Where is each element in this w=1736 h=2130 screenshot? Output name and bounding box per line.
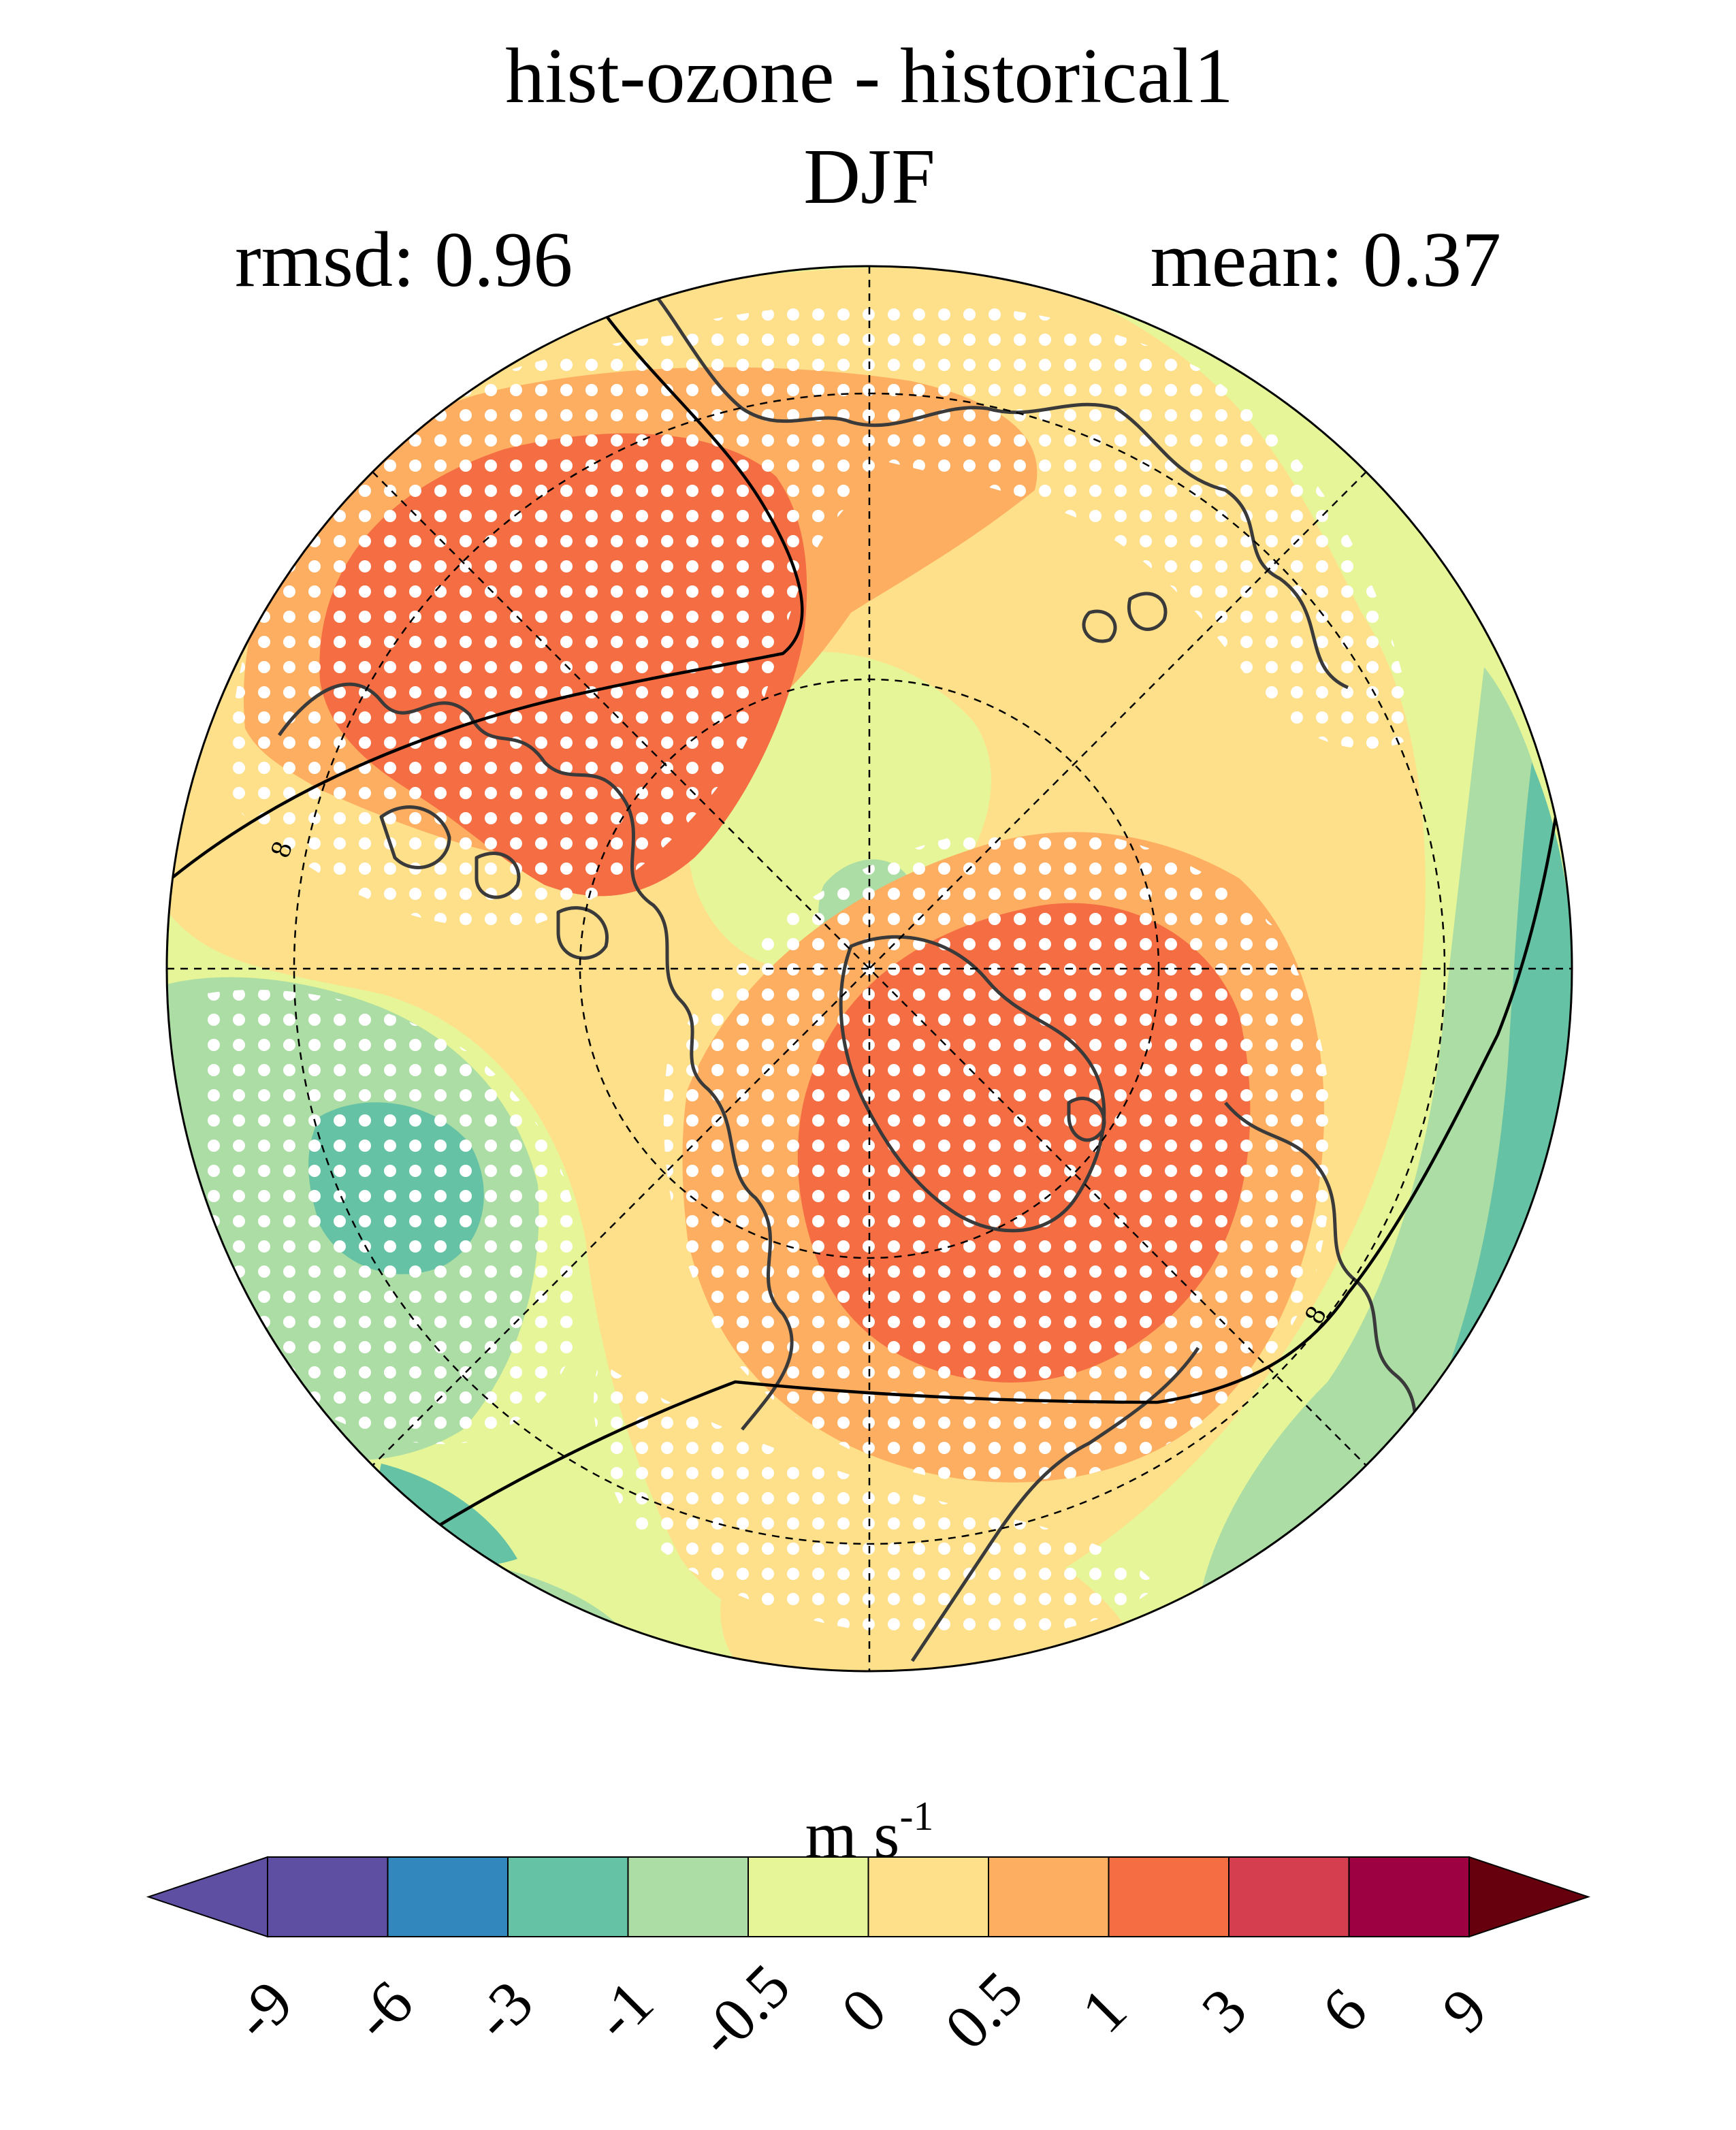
- colorbar-cell: [988, 1856, 1110, 1937]
- colorbar-tick-label: -1: [580, 1967, 666, 2053]
- colorbar-cell: [867, 1856, 989, 1937]
- colorbar-cell: [627, 1856, 749, 1937]
- colorbar-tick-label: -9: [220, 1967, 306, 2053]
- colorbar: m s-1 -9 -6 -3 -1 -0.5 0 0.5 1 3 6 9: [146, 1794, 1591, 2070]
- plot-title: hist-ozone - historical1: [505, 33, 1234, 120]
- season-label: DJF: [803, 133, 935, 221]
- coast-eurasia-north: [652, 291, 1349, 690]
- colorbar-cell: [1108, 1856, 1229, 1937]
- stipple-south: [594, 1361, 1157, 1639]
- colorbar-cells: [146, 1856, 1591, 1938]
- map-border: [165, 265, 1573, 1673]
- colorbar-unit-exponent: -1: [899, 1794, 933, 1839]
- rmsd-label: rmsd: 0.96: [235, 216, 573, 304]
- coast-greenland: [839, 935, 1106, 1233]
- colorbar-tick-labels: -9 -6 -3 -1 -0.5 0 0.5 1 3 6 9: [220, 1950, 1500, 2069]
- stipple-northeast: [707, 302, 1416, 749]
- coast-islands-east: [1082, 592, 1168, 643]
- coast-svalbard: [1067, 1097, 1106, 1142]
- colorbar-cell: [1228, 1856, 1350, 1937]
- meridian-diagonal-a: [372, 471, 1367, 1466]
- region-teal-east: [1375, 762, 1572, 1566]
- stipple-southeast: [663, 827, 1332, 1485]
- colorbar-cell: [387, 1856, 509, 1937]
- coast-archipelago: [379, 805, 609, 960]
- stipple-northwest: [230, 332, 900, 929]
- colorbar-tick-label: -0.5: [684, 1950, 803, 2069]
- graticule: [167, 266, 1572, 1671]
- colorbar-tick-label: -6: [340, 1967, 425, 2053]
- stipple-west: [195, 989, 585, 1445]
- colorbar-cell: [748, 1856, 869, 1937]
- contour-fills: [167, 266, 1572, 1671]
- colorbar-extend-min: [146, 1856, 268, 1938]
- colorbar-tick-label: 3: [1189, 1975, 1260, 2046]
- coast-siberia: [910, 1346, 1200, 1662]
- colorbar-cell: [507, 1856, 629, 1937]
- jet-contour-west: [167, 305, 804, 886]
- colorbar-extend-max: [1468, 1856, 1591, 1938]
- colorbar-tick-label: 9: [1429, 1975, 1500, 2046]
- colorbar-tick-label: 1: [1068, 1975, 1140, 2046]
- coast-north-america: [277, 682, 794, 1431]
- jet-contour-south: [428, 796, 1561, 1533]
- colorbar-cell: [267, 1856, 389, 1937]
- climatology-contours: [167, 305, 1561, 1533]
- meridian-diagonal-b: [372, 471, 1367, 1466]
- colorbar-tick-label: 0.5: [931, 1958, 1035, 2062]
- mean-label: mean: 0.37: [1151, 216, 1501, 304]
- colorbar-tick-label: 0: [828, 1975, 899, 2046]
- colorbar-cell: [1348, 1856, 1470, 1937]
- colorbar-tick-label: 6: [1308, 1975, 1380, 2046]
- colorbar-tick-label: -3: [460, 1967, 546, 2053]
- polar-map: 8 8: [165, 265, 1573, 1673]
